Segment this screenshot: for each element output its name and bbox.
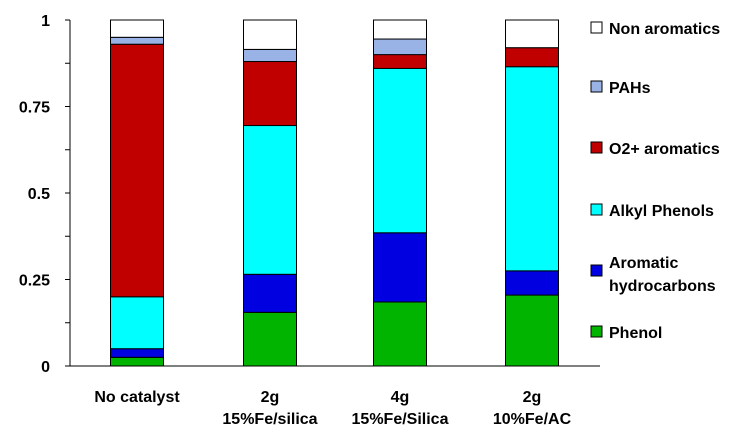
bar-segment-2-4 — [373, 38, 427, 56]
plot-area: No catalyst 2g 15%Fe/silica 4g 15%Fe/Silica 2… — [19, 13, 600, 428]
bar-segment-3-1 — [505, 270, 559, 296]
legend-swatch — [590, 203, 603, 216]
legend-swatch — [590, 325, 603, 338]
legend-label: Non aromatics — [609, 21, 720, 38]
x-tick-label: 2g — [523, 389, 542, 406]
legend-swatch — [590, 80, 603, 93]
legend-label: Aromatic — [609, 255, 678, 272]
bar-segment-0-1 — [110, 348, 164, 358]
bar-segment-3-0 — [505, 294, 559, 367]
x-tick-label: No catalyst — [94, 389, 180, 406]
bar-segment-1-1 — [243, 273, 297, 313]
bar-segment-1-5 — [243, 19, 297, 50]
y-tick-label: 0.75 — [19, 100, 50, 117]
bar-segment-3-3 — [505, 47, 559, 68]
bar-segment-2-5 — [373, 19, 427, 40]
legend-label: hydrocarbons — [609, 278, 716, 295]
bar-segment-3-5 — [505, 19, 559, 49]
legend-label: PAHs — [609, 80, 651, 97]
bar-segment-2-0 — [373, 301, 427, 367]
y-tick-label: 0.5 — [28, 186, 50, 203]
bar-segment-2-3 — [373, 54, 427, 69]
legend-swatch — [590, 141, 603, 154]
x-tick-label: 10%Fe/AC — [493, 411, 572, 428]
legend-swatch — [590, 264, 603, 277]
bar-segment-1-4 — [243, 48, 297, 63]
legend-label: Alkyl Phenols — [609, 203, 714, 220]
bar-segment-0-2 — [110, 296, 164, 350]
x-tick-label: 4g — [391, 389, 410, 406]
bar-segment-1-0 — [243, 311, 297, 367]
legend-label: Phenol — [609, 325, 662, 342]
x-tick-label: 15%Fe/silica — [222, 411, 317, 428]
y-tick-label: 0.25 — [19, 273, 50, 290]
bar-segment-0-5 — [110, 19, 164, 38]
bar-segment-0-4 — [110, 36, 164, 45]
y-tick-label: 0 — [41, 359, 50, 376]
bar-segment-2-2 — [373, 67, 427, 234]
legend-label: O2+ aromatics — [609, 141, 720, 158]
bar-segment-1-2 — [243, 125, 297, 275]
legend-swatch — [590, 21, 603, 34]
bar-segment-3-2 — [505, 66, 559, 272]
y-tick-label: 1 — [41, 13, 50, 30]
bar-segment-1-3 — [243, 61, 297, 127]
bar-segment-0-0 — [110, 356, 164, 367]
bar-segment-2-1 — [373, 232, 427, 303]
bar-segment-0-3 — [110, 43, 164, 298]
legend: Non aromatics PAHs O2+ aromatics Alkyl Phen… — [590, 21, 720, 342]
x-tick-label: 15%Fe/Silica — [352, 411, 449, 428]
x-tick-label: 2g — [261, 389, 280, 406]
